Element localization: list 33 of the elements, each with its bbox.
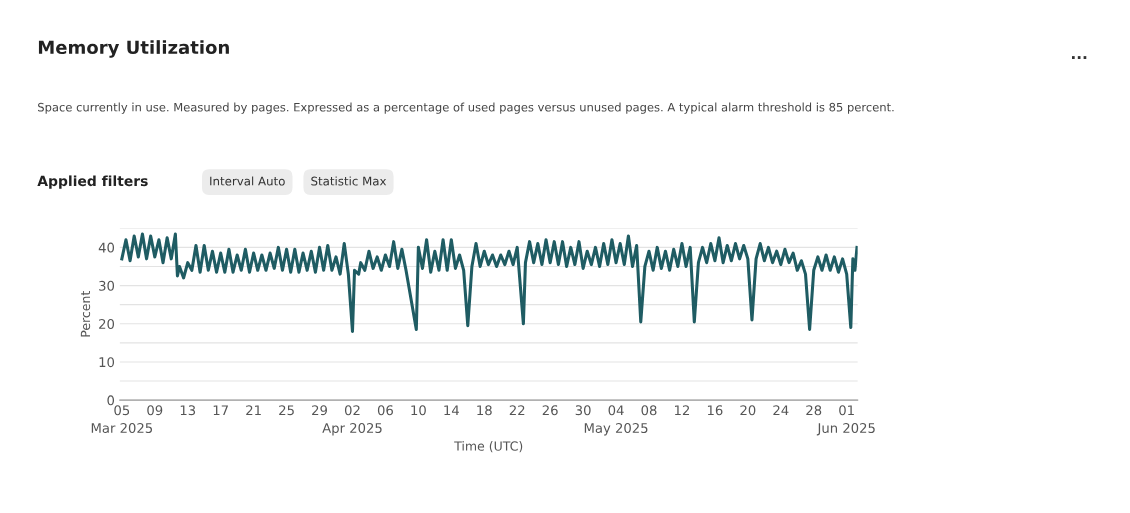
x-tick-label: 24 — [773, 405, 789, 416]
x-tick-label: 21 — [246, 405, 261, 416]
y-tick-label: 30 — [99, 280, 115, 291]
x-tick-label: 08 — [641, 405, 657, 416]
x-tick-label: 13 — [180, 405, 196, 416]
y-tick-label: 40 — [98, 242, 115, 253]
text: ... — [1072, 56, 1087, 59]
text: Applied filters — [37, 175, 148, 189]
x-tick-label: 14 — [444, 405, 459, 416]
chart-subtitle: Space currently in use. Measured by pages. Expressed as a percentage of used pages versus unused pages. A typical alarm threshold is 85 percent. — [38, 102, 894, 114]
chart-title: Memory Utilization — [38, 40, 229, 58]
x-tick-label: 28 — [806, 405, 822, 416]
x-tick-label: 06 — [377, 405, 393, 416]
x-tick-label: 25 — [279, 405, 294, 416]
x-tick-label: 09 — [147, 405, 163, 416]
x-tick-label: 16 — [707, 405, 723, 416]
y-tick-label: 0 — [107, 395, 115, 406]
x-tick-label: 12 — [675, 405, 690, 416]
x-tick-label: 18 — [477, 405, 492, 416]
y-tick-label: 20 — [99, 318, 115, 329]
x-tick-label: 10 — [411, 405, 426, 416]
x-tick-label: 29 — [312, 405, 327, 416]
y-tick-label: 10 — [99, 357, 115, 368]
x-tick-label: 30 — [575, 405, 591, 416]
x-tick-label: 26 — [542, 405, 558, 416]
line-series — [120, 232, 858, 333]
x-tick-label: 22 — [509, 405, 525, 416]
x-tick-label: 20 — [740, 405, 756, 416]
x-tick-label: 17 — [213, 405, 228, 416]
x-axis-title: Time (UTC) — [454, 441, 523, 453]
y-axis-title: Percent — [80, 291, 91, 337]
text: Interval Auto — [210, 176, 285, 186]
text: Statistic Max — [311, 176, 387, 186]
